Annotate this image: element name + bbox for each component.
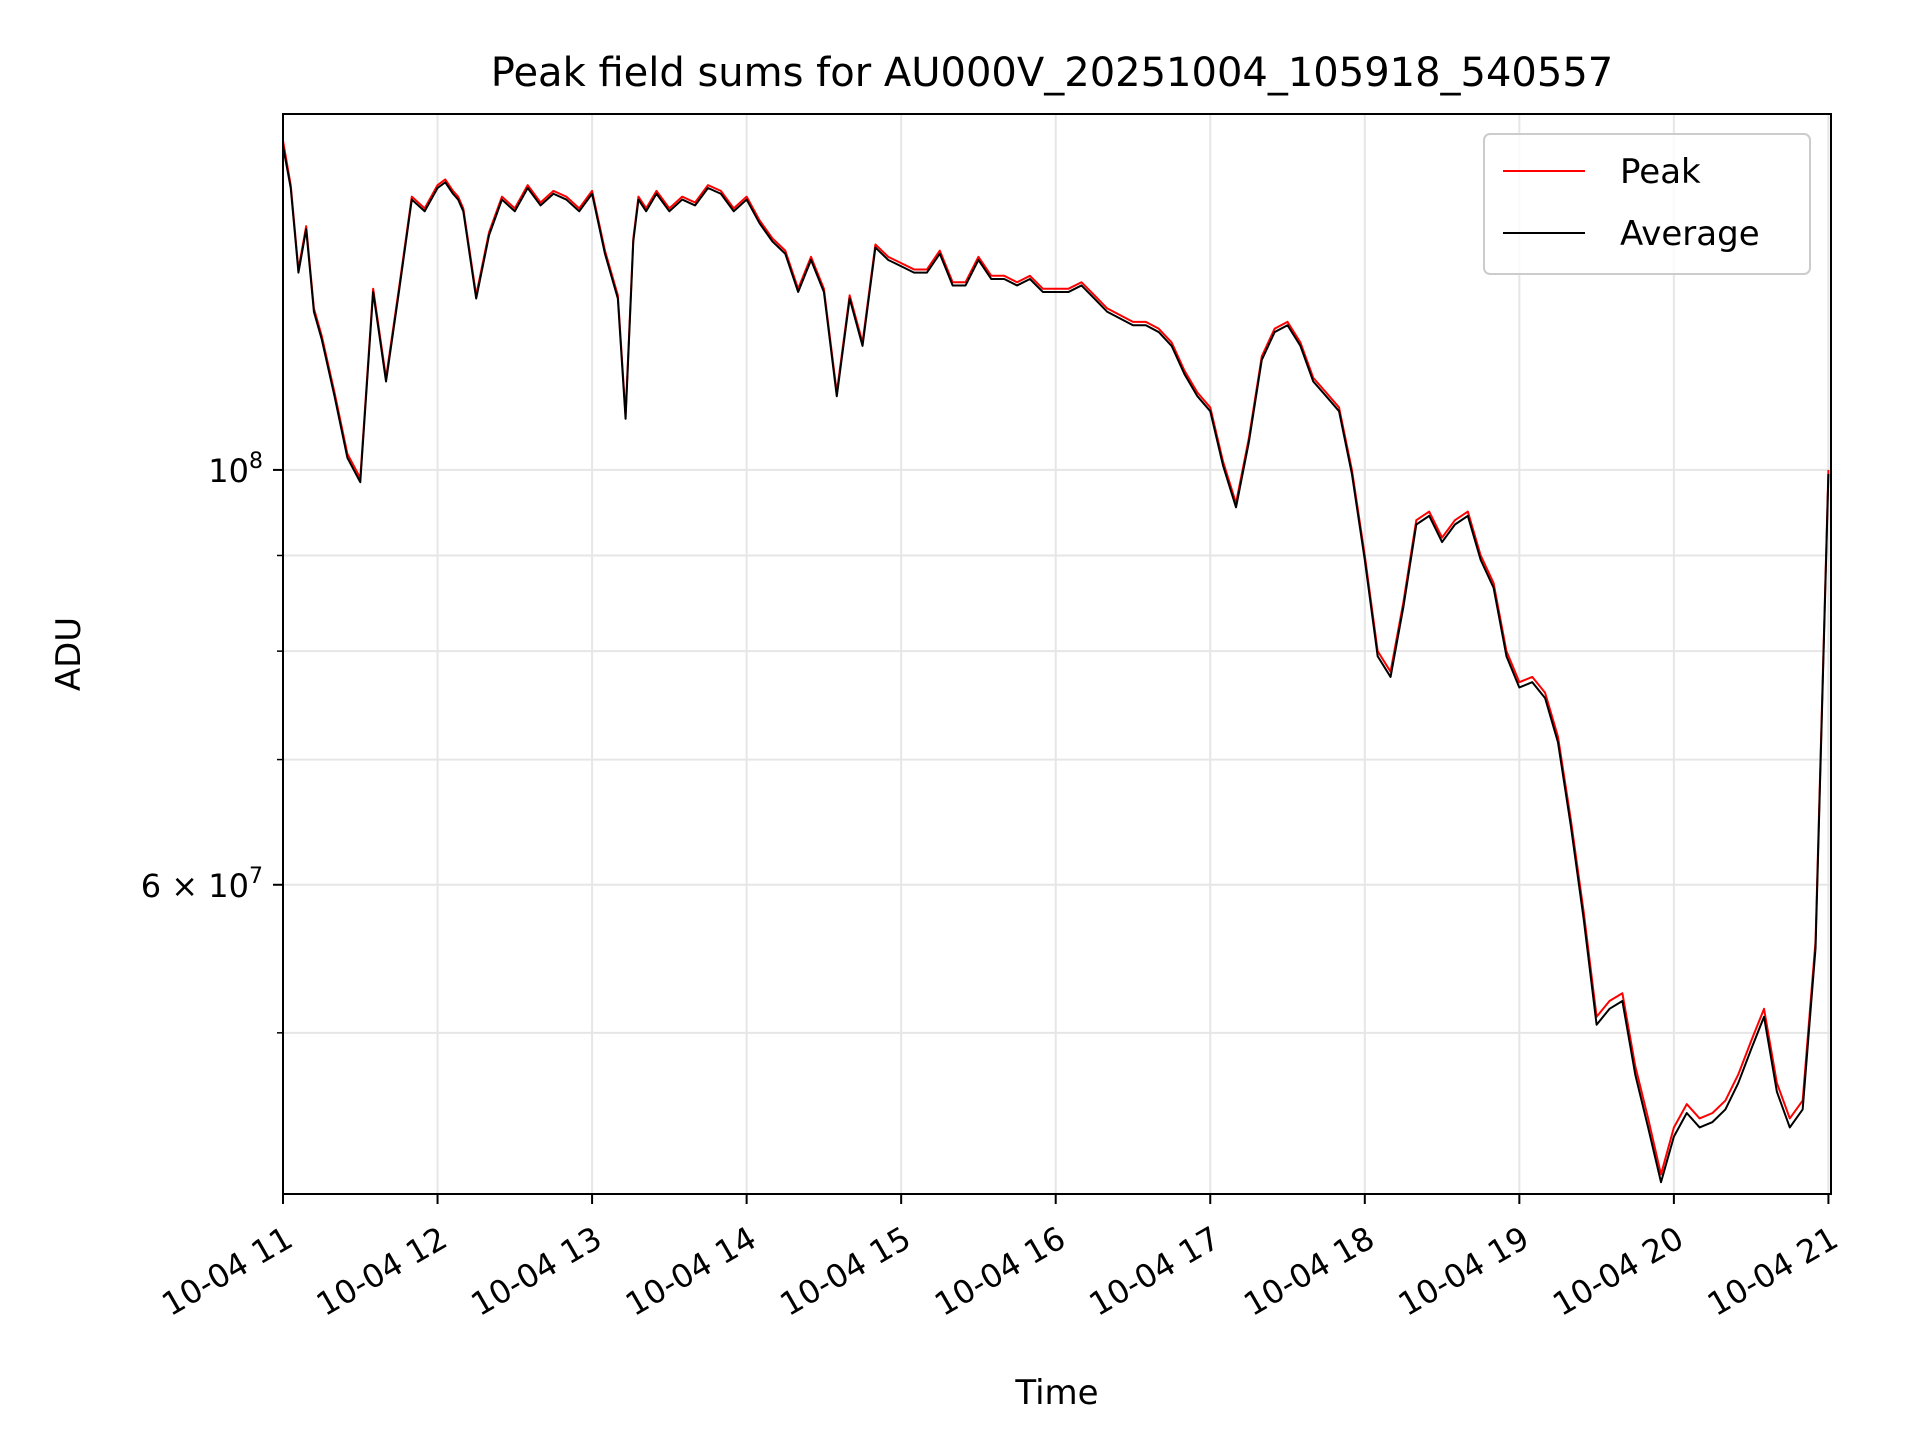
- y-axis-ticks: 108 6 × 107: [141, 449, 283, 1034]
- plot-frame: [282, 113, 1832, 1195]
- legend-label-peak: Peak: [1620, 152, 1701, 192]
- grid: [282, 114, 1831, 1194]
- series-line-peak: [283, 140, 1830, 1176]
- y-tick-label: 108: [208, 449, 263, 490]
- legend-box: [1483, 133, 1811, 275]
- x-axis-label: Time: [1014, 1373, 1098, 1413]
- legend-label-average: Average: [1620, 214, 1760, 254]
- series-layer: [283, 140, 1830, 1184]
- legend: Peak Average: [1483, 133, 1811, 275]
- chart-title: Peak field sums for AU000V_20251004_1059…: [491, 50, 1613, 96]
- y-tick-label: 6 × 107: [141, 864, 263, 905]
- y-axis-label: ADU: [49, 617, 89, 691]
- series-line-average: [283, 145, 1830, 1184]
